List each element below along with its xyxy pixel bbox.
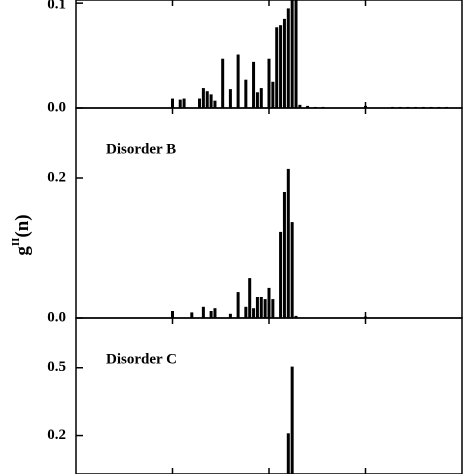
bar bbox=[286, 8, 290, 108]
y-tick-label: 0.1 bbox=[47, 0, 66, 12]
bar bbox=[286, 433, 290, 474]
panel bbox=[171, 168, 367, 318]
bar bbox=[236, 54, 240, 108]
bar bbox=[228, 89, 232, 108]
bar bbox=[294, 315, 298, 318]
bar bbox=[252, 308, 256, 318]
y-tick-label: 0.0 bbox=[47, 309, 66, 325]
y-label-sup: II bbox=[10, 238, 22, 247]
bar bbox=[290, 222, 294, 318]
y-tick-label: 0.2 bbox=[47, 169, 66, 185]
y-label-main: g bbox=[12, 246, 33, 256]
bar bbox=[244, 306, 248, 318]
bar bbox=[198, 98, 202, 108]
y-tick-label: 0.2 bbox=[47, 427, 66, 443]
bar bbox=[209, 311, 213, 318]
bar bbox=[205, 91, 209, 108]
bar bbox=[201, 306, 205, 318]
bar bbox=[213, 308, 217, 318]
bar bbox=[271, 81, 275, 108]
bar bbox=[294, 0, 298, 108]
panel-annotation: Disorder C bbox=[106, 351, 177, 367]
bar bbox=[282, 192, 286, 318]
bar bbox=[267, 287, 271, 318]
bar bbox=[263, 299, 267, 318]
panel-frame bbox=[75, 317, 463, 474]
bar bbox=[244, 79, 248, 108]
bar bbox=[236, 292, 240, 318]
bar bbox=[275, 27, 279, 108]
bar bbox=[201, 88, 205, 108]
bar bbox=[190, 312, 194, 318]
bar bbox=[282, 18, 286, 108]
bar bbox=[290, 366, 294, 474]
bar bbox=[221, 58, 225, 108]
bar bbox=[209, 94, 213, 108]
bar bbox=[290, 0, 294, 108]
panel-frame bbox=[75, 107, 463, 319]
bar bbox=[279, 25, 283, 108]
bar bbox=[286, 168, 290, 318]
y-tick-label: 0.0 bbox=[47, 99, 66, 115]
bar bbox=[267, 58, 271, 108]
bar bbox=[228, 313, 232, 318]
bar bbox=[182, 98, 186, 108]
panel bbox=[286, 366, 294, 474]
bar bbox=[259, 297, 263, 318]
bar bbox=[248, 278, 252, 318]
bar bbox=[279, 231, 283, 318]
bar bbox=[252, 61, 256, 108]
y-axis-label: gII(n) bbox=[10, 214, 34, 255]
y-label-arg: (n) bbox=[12, 214, 33, 237]
bar bbox=[255, 92, 259, 108]
bar bbox=[178, 99, 182, 108]
bar bbox=[259, 88, 263, 108]
y-tick-label: 0.5 bbox=[47, 359, 66, 375]
panel bbox=[171, 0, 449, 108]
bar bbox=[306, 105, 310, 108]
panel-annotation: Disorder B bbox=[106, 141, 176, 157]
bar bbox=[298, 104, 302, 108]
bar bbox=[255, 297, 259, 318]
bar bbox=[271, 299, 275, 318]
bar bbox=[213, 100, 217, 108]
